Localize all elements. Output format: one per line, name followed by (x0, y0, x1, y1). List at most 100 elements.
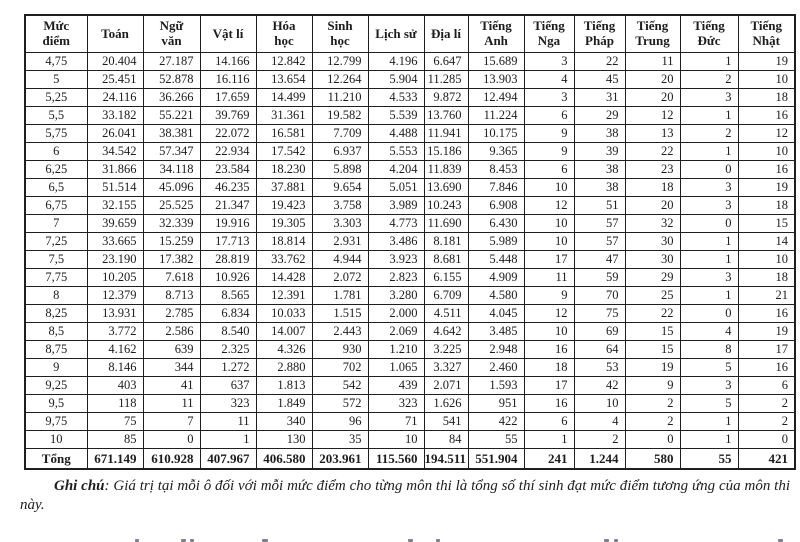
data-cell: 2.880 (255, 358, 313, 377)
data-cell: 8.681 (423, 250, 469, 269)
data-cell: 3.923 (367, 250, 425, 269)
data-cell: 19 (624, 358, 681, 377)
data-cell: 14.428 (255, 268, 313, 287)
data-cell: 10.926 (199, 268, 257, 287)
clipped-text-fragment (604, 539, 609, 542)
data-cell: 17 (523, 376, 575, 395)
data-cell: 1 (679, 142, 739, 161)
data-cell: 27.187 (142, 52, 201, 71)
clipped-text-fragment (181, 539, 186, 542)
data-cell: 18 (624, 178, 681, 197)
data-cell: 9.872 (423, 88, 469, 107)
clipped-text-fragment (190, 539, 194, 542)
score-level-cell: 5,25 (24, 88, 88, 107)
data-cell: 1.065 (367, 358, 425, 377)
data-cell: 930 (311, 340, 369, 359)
data-cell: 17 (523, 250, 575, 269)
data-cell: 26.041 (86, 124, 144, 143)
data-cell: 5 (679, 394, 739, 413)
data-cell: 9 (624, 376, 681, 395)
data-cell: 16 (737, 358, 796, 377)
data-cell: 9 (523, 286, 575, 305)
total-value-cell: 580 (624, 448, 681, 470)
data-cell: 10.205 (86, 268, 144, 287)
data-cell: 8 (679, 340, 739, 359)
data-cell: 2 (624, 412, 681, 431)
data-cell: 13 (624, 124, 681, 143)
data-cell: 9 (523, 124, 575, 143)
data-cell: 23.190 (86, 250, 144, 269)
total-value-cell: 55 (679, 448, 739, 470)
data-cell: 0 (679, 160, 739, 179)
table-row: 8 12.379 8.713 8.565 12.391 1.781 3.280 6.709 4.… (24, 286, 796, 305)
data-cell: 4 (523, 70, 575, 89)
data-cell: 22 (624, 142, 681, 161)
data-cell: 22.072 (199, 124, 257, 143)
data-cell: 22.934 (199, 142, 257, 161)
score-level-cell: 7 (24, 214, 88, 233)
data-cell: 12.379 (86, 286, 144, 305)
data-cell: 55.221 (142, 106, 201, 125)
table-row: 9,5 118 11 323 1.849 572 323 1.626 951 16 10 2 5 2 (24, 394, 796, 413)
column-header-7: Địa lí (423, 14, 469, 53)
data-cell: 2.069 (367, 322, 425, 341)
data-cell: 3 (679, 376, 739, 395)
table-row: 7,25 33.665 15.259 17.713 18.814 2.931 3.486 8.… (24, 232, 796, 251)
data-cell: 10 (523, 322, 575, 341)
data-cell: 20.404 (86, 52, 144, 71)
footnote-label: Ghi chú (54, 478, 105, 494)
data-cell: 10.243 (423, 196, 469, 215)
data-cell: 11 (142, 394, 201, 413)
data-cell: 20 (624, 196, 681, 215)
data-cell: 20 (624, 88, 681, 107)
data-cell: 702 (311, 358, 369, 377)
data-cell: 6 (523, 106, 575, 125)
total-value-cell: 610.928 (142, 448, 201, 470)
data-cell: 14.166 (199, 52, 257, 71)
data-cell: 15.259 (142, 232, 201, 251)
data-cell: 0 (679, 214, 739, 233)
data-cell: 34.542 (86, 142, 144, 161)
data-cell: 15 (737, 214, 796, 233)
data-cell: 18 (737, 88, 796, 107)
data-cell: 130 (255, 430, 313, 449)
data-cell: 6.709 (423, 286, 469, 305)
table-row: 5,25 24.116 36.266 17.659 14.499 11.210 4.533 9… (24, 88, 796, 107)
data-cell: 4.944 (311, 250, 369, 269)
data-cell: 344 (142, 358, 201, 377)
data-cell: 19 (737, 178, 796, 197)
data-cell: 15 (624, 322, 681, 341)
data-cell: 25.451 (86, 70, 144, 89)
data-cell: 11 (199, 412, 257, 431)
data-cell: 29 (573, 106, 626, 125)
data-cell: 4.204 (367, 160, 425, 179)
data-cell: 4.162 (86, 340, 144, 359)
score-level-cell: 7,25 (24, 232, 88, 251)
data-cell: 17.542 (255, 142, 313, 161)
data-cell: 34.118 (142, 160, 201, 179)
data-cell: 11.690 (423, 214, 469, 233)
data-cell: 6 (523, 412, 575, 431)
data-cell: 51.514 (86, 178, 144, 197)
score-level-cell: 6,25 (24, 160, 88, 179)
data-cell: 8.181 (423, 232, 469, 251)
data-cell: 84 (423, 430, 469, 449)
data-cell: 24.116 (86, 88, 144, 107)
data-cell: 2.785 (142, 304, 201, 323)
data-cell: 70 (573, 286, 626, 305)
data-cell: 0 (679, 304, 739, 323)
data-cell: 3 (679, 196, 739, 215)
column-header-2: Ngữ văn (142, 14, 201, 53)
data-cell: 3.280 (367, 286, 425, 305)
data-cell: 7.618 (142, 268, 201, 287)
data-cell: 2.072 (311, 268, 369, 287)
data-cell: 1.626 (423, 394, 469, 413)
total-value-cell: 551.904 (467, 448, 525, 470)
data-cell: 23.584 (199, 160, 257, 179)
data-cell: 14.499 (255, 88, 313, 107)
column-header-9: Tiếng Nga (523, 14, 575, 53)
data-cell: 10 (737, 142, 796, 161)
total-value-cell: 194.511 (423, 448, 469, 470)
data-cell: 6.834 (199, 304, 257, 323)
data-cell: 17 (737, 340, 796, 359)
